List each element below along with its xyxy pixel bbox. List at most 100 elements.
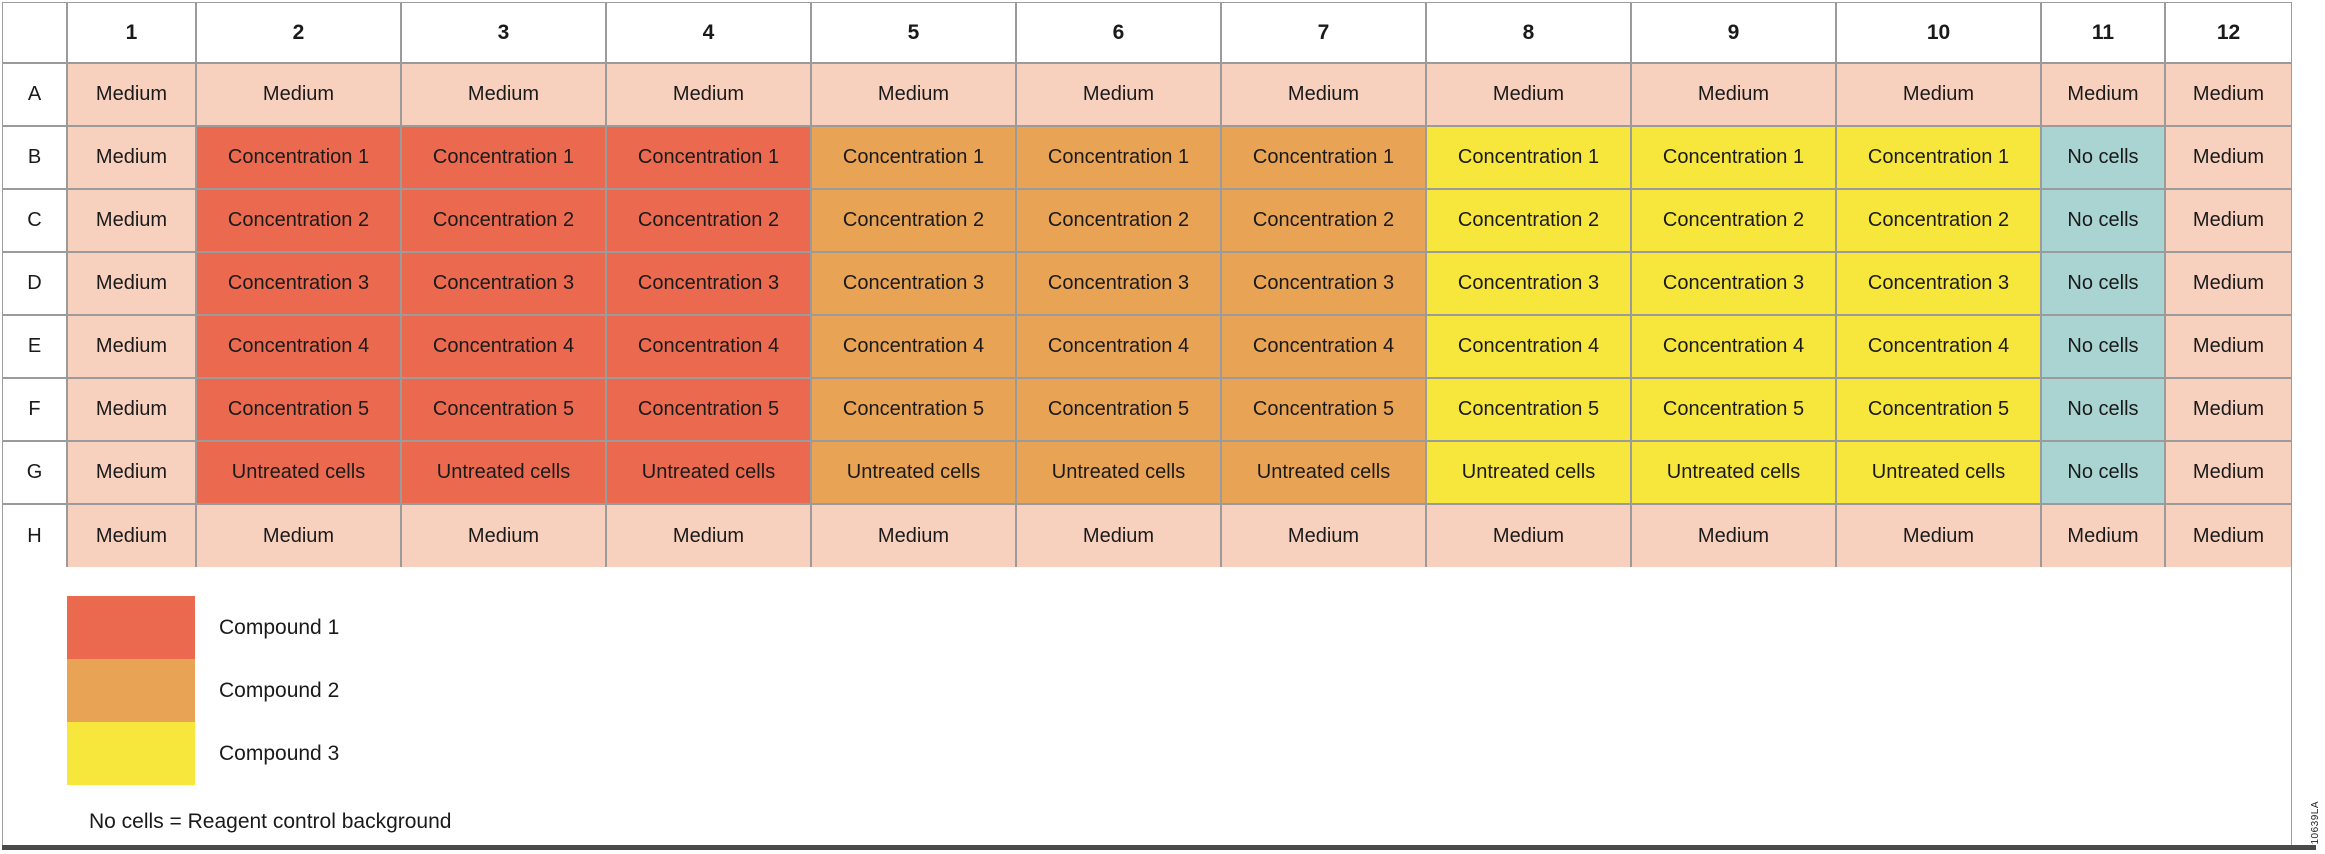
well-cell: Medium: [1015, 503, 1222, 568]
well-cell: Concentration 4: [400, 314, 607, 379]
well-cell: No cells: [2040, 251, 2166, 316]
well-cell: Medium: [400, 503, 607, 568]
legend-label: Compound 1: [219, 615, 340, 639]
well-cell: Concentration 3: [810, 251, 1017, 316]
plate-row: B Medium Concentration 1 Concentration 1 Con…: [2, 125, 2292, 190]
well-cell: Concentration 4: [1835, 314, 2042, 379]
column-header: 3: [400, 2, 607, 64]
well-cell: Concentration 2: [400, 188, 607, 253]
well-cell: Concentration 4: [195, 314, 402, 379]
well-cell: Concentration 1: [1015, 125, 1222, 190]
well-cell: Medium: [810, 62, 1017, 127]
legend-swatch: [67, 659, 195, 722]
well-cell: Medium: [605, 503, 812, 568]
well-cell: Medium: [810, 503, 1017, 568]
plate-row: D Medium Concentration 3 Concentration 3 Con…: [2, 251, 2292, 316]
legend-label: Compound 3: [219, 741, 340, 765]
well-cell: Concentration 4: [1630, 314, 1837, 379]
well-cell: Concentration 1: [810, 125, 1017, 190]
well-cell: Concentration 5: [195, 377, 402, 442]
plate-table: 1 2 3 4 5 6 7 8 9 10 11 12 A Medium Medium Medium Mediu…: [2, 2, 2292, 568]
well-cell: Medium: [1630, 503, 1837, 568]
no-cells-note: No cells = Reagent control background: [89, 810, 452, 833]
well-cell: Medium: [66, 314, 197, 379]
well-cell: Concentration 1: [1425, 125, 1632, 190]
legend-item: Compound 1: [67, 596, 2291, 659]
column-header: 12: [2164, 2, 2292, 64]
well-cell: Medium: [66, 251, 197, 316]
well-cell: Medium: [66, 188, 197, 253]
well-cell: Medium: [2164, 62, 2292, 127]
well-cell: Concentration 5: [1630, 377, 1837, 442]
well-cell: Concentration 1: [400, 125, 607, 190]
well-cell: Untreated cells: [1220, 440, 1427, 505]
well-cell: Medium: [66, 440, 197, 505]
well-cell: Untreated cells: [1015, 440, 1222, 505]
well-cell: Medium: [2164, 440, 2292, 505]
well-cell: Concentration 2: [1835, 188, 2042, 253]
row-label: G: [2, 440, 68, 505]
well-cell: Medium: [66, 503, 197, 568]
well-cell: Concentration 2: [1425, 188, 1632, 253]
column-header: 9: [1630, 2, 1837, 64]
well-cell: Concentration 2: [605, 188, 812, 253]
well-cell: Untreated cells: [1425, 440, 1632, 505]
well-cell: Concentration 2: [1015, 188, 1222, 253]
plate-row: C Medium Concentration 2 Concentration 2 Con…: [2, 188, 2292, 253]
well-cell: Medium: [195, 62, 402, 127]
plate-row: G Medium Untreated cells Untreated cells Unt…: [2, 440, 2292, 505]
well-cell: Concentration 4: [1015, 314, 1222, 379]
well-cell: Concentration 3: [1220, 251, 1427, 316]
well-cell: Untreated cells: [195, 440, 402, 505]
well-cell: Concentration 2: [1630, 188, 1837, 253]
column-header: 4: [605, 2, 812, 64]
column-header: 6: [1015, 2, 1222, 64]
figure-frame: 1 2 3 4 5 6 7 8 9 10 11 12 A Medium Medium Medium Mediu…: [2, 2, 2292, 846]
well-cell: Medium: [2164, 125, 2292, 190]
legend-item: Compound 2: [67, 659, 2291, 722]
row-label: D: [2, 251, 68, 316]
well-cell: Concentration 5: [605, 377, 812, 442]
well-cell: Concentration 5: [1220, 377, 1427, 442]
plate-row: H Medium Medium Medium Medium Medium Medium Med…: [2, 503, 2292, 568]
bottom-bar: [2, 845, 2316, 850]
well-cell: Medium: [1835, 503, 2042, 568]
well-cell: Untreated cells: [1835, 440, 2042, 505]
well-cell: Medium: [1835, 62, 2042, 127]
legend-label: Compound 2: [219, 678, 340, 702]
well-cell: Concentration 1: [1630, 125, 1837, 190]
column-header: 2: [195, 2, 402, 64]
column-header: 8: [1425, 2, 1632, 64]
well-cell: Medium: [1015, 62, 1222, 127]
well-cell: No cells: [2040, 377, 2166, 442]
well-cell: No cells: [2040, 314, 2166, 379]
well-cell: Untreated cells: [1630, 440, 1837, 505]
well-cell: No cells: [2040, 188, 2166, 253]
well-cell: Concentration 5: [400, 377, 607, 442]
well-cell: Concentration 3: [1630, 251, 1837, 316]
well-cell: No cells: [2040, 440, 2166, 505]
well-cell: Concentration 4: [810, 314, 1017, 379]
well-cell: Concentration 3: [605, 251, 812, 316]
well-cell: Medium: [2164, 314, 2292, 379]
well-cell: Concentration 4: [1220, 314, 1427, 379]
figure-code: 10639LA: [2310, 801, 2321, 845]
row-label: A: [2, 62, 68, 127]
plate-row: E Medium Concentration 4 Concentration 4 Con…: [2, 314, 2292, 379]
legend-item: Compound 3: [67, 722, 2291, 785]
column-header-row: 1 2 3 4 5 6 7 8 9 10 11 12: [2, 2, 2292, 64]
plate-body: A Medium Medium Medium Medium Medium Medium Med…: [2, 62, 2292, 568]
well-cell: Concentration 3: [1425, 251, 1632, 316]
well-cell: Medium: [66, 62, 197, 127]
corner-cell: [2, 2, 68, 64]
well-cell: Untreated cells: [605, 440, 812, 505]
plate-row: A Medium Medium Medium Medium Medium Medium Med…: [2, 62, 2292, 127]
well-cell: Concentration 5: [1835, 377, 2042, 442]
row-label: C: [2, 188, 68, 253]
well-cell: Concentration 2: [810, 188, 1017, 253]
well-cell: Concentration 2: [1220, 188, 1427, 253]
well-cell: Medium: [66, 377, 197, 442]
well-cell: Concentration 4: [605, 314, 812, 379]
row-label: E: [2, 314, 68, 379]
